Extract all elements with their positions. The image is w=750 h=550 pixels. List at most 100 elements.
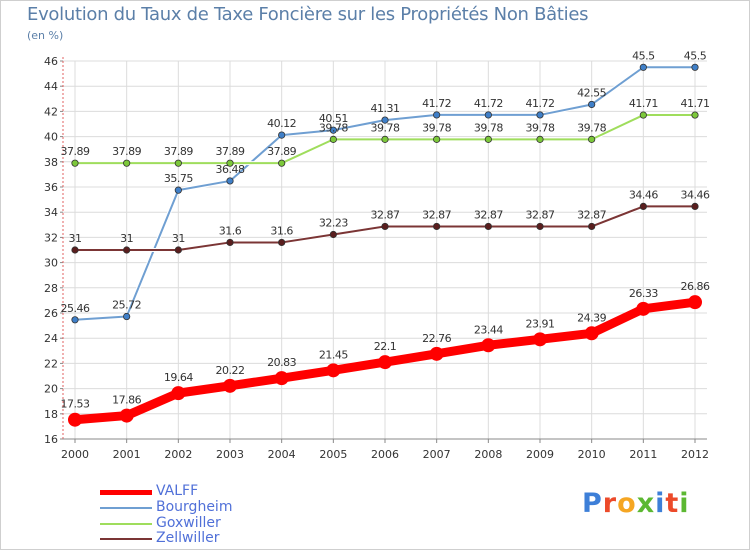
y-tick-label: 20 [44,383,58,396]
point-bourgheim [536,111,544,119]
data-label-goxwiller: 39.78 [319,121,348,134]
legend-label-bourgheim: Bourgheim [156,499,233,515]
x-tick-label: 2012 [681,448,709,461]
point-zellwiller [433,222,441,231]
data-label-bourgheim: 36.48 [216,163,245,176]
point-goxwiller [278,159,286,167]
data-label-goxwiller: 41.71 [629,97,658,110]
point-goxwiller [588,135,596,143]
logo-letter: P [582,488,603,519]
point-bourgheim [691,63,699,71]
data-label-goxwiller: 37.89 [61,145,90,158]
point-goxwiller [536,135,544,143]
data-label-goxwiller: 39.78 [422,121,451,134]
point-zellwiller [329,230,337,239]
y-tick-label: 30 [44,257,58,270]
point-zellwiller [71,246,79,254]
data-label-goxwiller: 37.89 [267,145,296,158]
point-valff [636,301,651,316]
data-label-bourgheim: 41.72 [526,97,555,110]
x-tick-label: 2005 [319,448,347,461]
x-tick-label: 2001 [113,448,141,461]
point-zellwiller [278,238,286,247]
point-bourgheim [433,111,441,119]
point-bourgheim [329,126,337,134]
x-tick-label: 2011 [629,448,657,461]
data-label-valff: 23.91 [526,317,555,330]
point-valff [378,355,392,370]
point-bourgheim [639,63,647,71]
data-label-valff: 20.22 [216,364,245,377]
point-bourgheim [123,312,131,321]
data-label-bourgheim: 40.12 [267,117,296,130]
y-tick-label: 38 [44,156,58,169]
x-tick-label: 2002 [164,448,192,461]
data-label-zellwiller: 31 [69,232,82,245]
data-label-goxwiller: 39.78 [474,121,503,134]
data-label-bourgheim: 42.55 [577,86,606,99]
data-label-bourgheim: 41.72 [474,97,503,110]
data-label-valff: 17.53 [61,398,90,411]
point-zellwiller [639,202,647,211]
point-bourgheim [484,111,492,119]
point-valff [481,338,496,353]
x-tick-label: 2007 [423,448,451,461]
y-tick-label: 26 [44,307,58,320]
data-label-valff: 22.1 [374,340,397,353]
point-goxwiller [71,159,79,167]
data-label-bourgheim: 41.31 [371,102,400,115]
point-valff [119,408,134,423]
point-valff [274,371,289,386]
data-label-zellwiller: 34.46 [681,188,710,201]
y-tick-label: 44 [44,80,58,93]
data-label-zellwiller: 32.87 [474,208,503,221]
legend-swatch-zellwiller [100,538,152,540]
y-tick-label: 34 [44,206,58,219]
point-goxwiller [484,135,492,143]
data-label-valff: 26.33 [629,287,658,300]
point-valff [584,326,599,341]
data-label-goxwiller: 37.89 [164,145,193,158]
data-label-goxwiller: 37.89 [216,145,245,158]
x-tick-label: 2006 [371,448,399,461]
point-goxwiller [639,111,647,119]
data-label-bourgheim: 25.72 [112,299,141,312]
data-label-zellwiller: 32.87 [371,208,400,221]
data-label-valff: 26.86 [681,280,710,293]
point-bourgheim [381,116,389,124]
point-bourgheim [278,131,286,139]
y-tick-label: 32 [44,231,58,244]
data-label-bourgheim: 35.75 [164,172,193,185]
data-label-valff: 17.86 [112,394,141,407]
data-label-bourgheim: 25.46 [61,302,90,315]
point-zellwiller [123,246,131,254]
point-zellwiller [691,202,699,211]
point-zellwiller [536,222,544,231]
point-valff [68,412,82,427]
proxiti-logo: Proxiti [582,488,690,519]
y-tick-label: 42 [44,105,58,118]
point-goxwiller [691,111,699,119]
logo-letter: r [602,488,618,519]
x-tick-label: 2000 [61,448,89,461]
point-valff [223,378,237,393]
data-label-zellwiller: 32.23 [319,217,348,230]
y-tick-label: 46 [44,55,58,68]
data-label-bourgheim: 45.5 [632,49,655,62]
legend-swatch-bourgheim [100,507,152,509]
data-label-zellwiller: 31.6 [270,224,293,237]
data-label-bourgheim: 45.5 [684,49,707,62]
point-zellwiller [484,222,492,231]
point-valff [326,363,341,378]
data-label-valff: 19.64 [164,371,193,384]
legend-swatch-valff [100,490,152,495]
data-label-goxwiller: 39.78 [371,121,400,134]
point-goxwiller [381,135,389,143]
point-goxwiller [123,159,131,167]
data-label-bourgheim: 41.72 [422,97,451,110]
x-tick-label: 2009 [526,448,554,461]
legend-label-valff: VALFF [156,483,199,499]
point-bourgheim [71,316,79,324]
point-zellwiller [588,222,596,231]
y-tick-label: 16 [44,433,58,446]
